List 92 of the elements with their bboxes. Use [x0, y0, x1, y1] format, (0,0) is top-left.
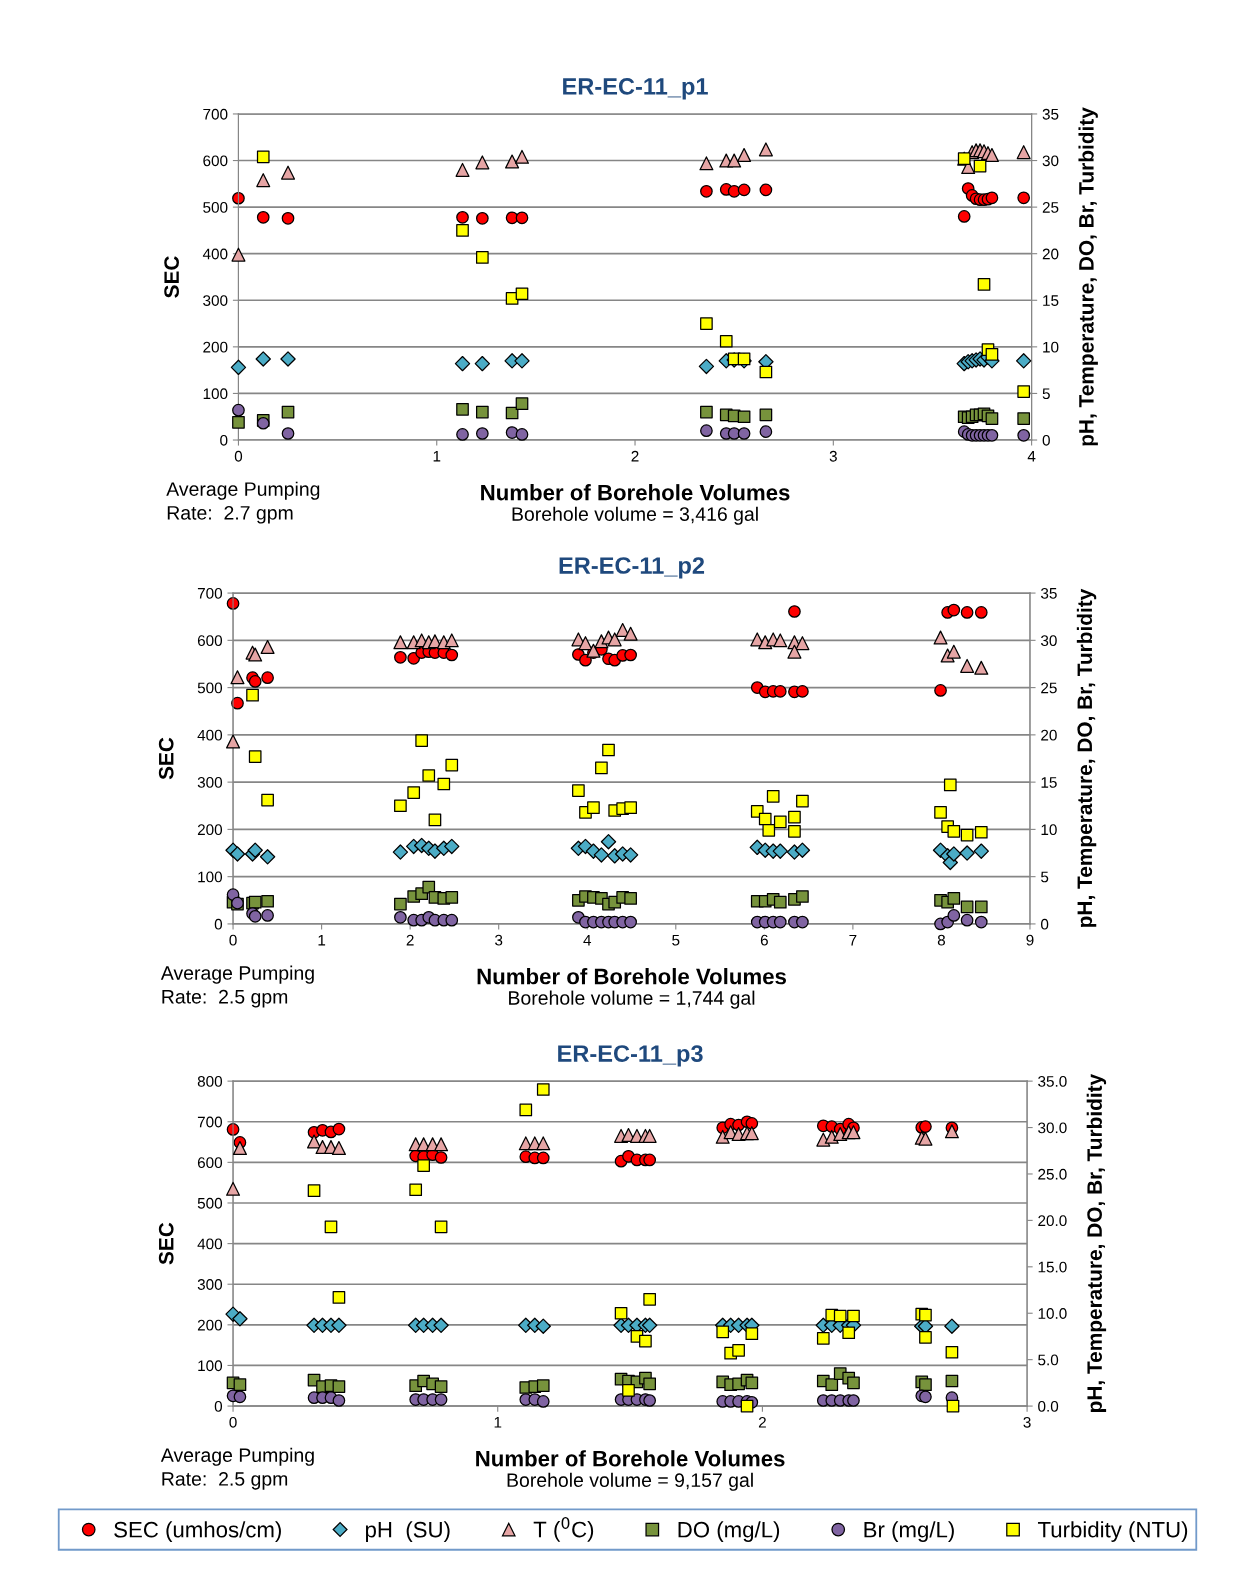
y-tick-label: 0	[214, 918, 223, 930]
x-tick-label: 3	[1023, 1416, 1031, 1428]
y-tick-label: 700	[197, 1116, 223, 1128]
y2-tick-label: 25.0	[1038, 1168, 1067, 1180]
y-tick-label: 100	[198, 871, 223, 883]
y2-tick-label: 5	[1042, 388, 1050, 400]
y2-tick-label: 35	[1040, 587, 1057, 599]
y-tick-label: 100	[203, 388, 228, 400]
chart-title: ER-EC-11_p3	[558, 1045, 703, 1067]
y2-tick-label: 10	[1043, 341, 1059, 353]
x-tick-label: 0	[229, 1416, 237, 1428]
text: Average Pumping Rate: 2.5 gpm	[160, 1447, 314, 1490]
x-tick-label: 3	[829, 450, 837, 462]
y-tick-label: 100	[198, 1360, 223, 1372]
x-tick-label: 2	[758, 1416, 766, 1428]
y2-tick-label: 30	[1042, 155, 1059, 167]
x-tick-label: 0	[234, 450, 243, 462]
x-axis-title: Number of Borehole Volumes	[477, 968, 786, 985]
x-tick-label: 3	[495, 934, 503, 946]
y2-tick-label: 15.0	[1038, 1261, 1067, 1273]
y-tick-label: 300	[197, 1279, 223, 1290]
y2-tick-label: 30	[1040, 635, 1057, 647]
x-tick-label: 2	[631, 450, 639, 462]
y2-tick-label: 20	[1041, 729, 1057, 741]
y-axis-title: SEC	[164, 256, 179, 298]
chart-title: ER-EC-11_p2	[559, 557, 705, 579]
y-tick-label: 800	[197, 1076, 223, 1087]
x-tick-label: 1	[433, 450, 441, 462]
y-tick-label: 200	[197, 824, 223, 836]
x-tick-label: 2	[406, 934, 414, 946]
legend-label: T ($^{0}$C)	[533, 1517, 594, 1542]
x-axis-title: Number of Borehole Volumes	[481, 484, 790, 501]
y-tick-label: 600	[197, 1157, 223, 1169]
x-axis-title: Number of Borehole Volumes	[476, 1450, 785, 1467]
x-tick-label: 1	[318, 934, 326, 946]
x-tick-label: 9	[1026, 934, 1034, 946]
x-tick-label: 4	[583, 934, 592, 946]
y-axis-title: SEC	[158, 737, 174, 780]
y-tick-label: 300	[203, 295, 228, 306]
y-tick-label: 0	[220, 434, 228, 446]
legend-label: Turbidity (NTU)	[1037, 1521, 1188, 1542]
y2-tick-label: 15	[1041, 777, 1057, 788]
y-axis-title: SEC	[158, 1222, 174, 1265]
text: Borehole volume = 1,744 gal	[509, 990, 755, 1009]
y-tick-label: 200	[203, 341, 228, 353]
x-tick-label: 8	[937, 934, 946, 946]
y-tick-label: 300	[197, 777, 223, 788]
y2-tick-label: 5	[1041, 871, 1049, 883]
y-tick-label: 400	[202, 248, 228, 260]
y-tick-label: 500	[197, 1197, 223, 1209]
y2-tick-label: 25	[1041, 682, 1057, 694]
text: Average Pumping Rate: 2.7 gpm	[166, 481, 320, 524]
x-tick-label: 4	[1027, 450, 1036, 462]
text: Average Pumping Rate: 2.5 gpm	[160, 965, 314, 1008]
y2-tick-label: 15	[1043, 295, 1059, 306]
y2-tick-label: 20.0	[1038, 1215, 1067, 1227]
y-tick-label: 400	[197, 729, 223, 741]
y2-axis-title: pH, Temperature, DO, Br, Turbidity	[1078, 107, 1098, 446]
legend-label: pH (SU)	[365, 1521, 450, 1542]
y-tick-label: 700	[197, 587, 223, 599]
y-tick-label: 700	[203, 108, 228, 120]
legend-label: SEC (umhos/cm)	[114, 1521, 281, 1542]
y2-tick-label: 10.0	[1038, 1308, 1067, 1319]
y2-tick-label: 0	[1040, 918, 1049, 930]
y-tick-label: 600	[203, 155, 228, 167]
y2-tick-label: 35	[1042, 108, 1059, 120]
y2-tick-label: 0.0	[1038, 1400, 1059, 1412]
y-tick-label: 500	[197, 682, 223, 694]
text: Borehole volume = 9,157 gal	[507, 1472, 753, 1491]
y-tick-label: 0	[214, 1400, 223, 1412]
y2-tick-label: 20	[1042, 248, 1059, 260]
y2-tick-label: 5.0	[1038, 1354, 1059, 1366]
y-tick-label: 400	[197, 1238, 223, 1250]
x-tick-label: 5	[672, 934, 680, 946]
y-tick-label: 500	[203, 201, 228, 213]
y2-axis-title: pH, Temperature, DO, Br, Turbidity	[1076, 588, 1097, 927]
x-tick-label: 7	[849, 934, 857, 946]
y2-tick-label: 35.0	[1038, 1076, 1067, 1087]
x-tick-label: 6	[760, 934, 768, 946]
y2-tick-label: 10	[1041, 824, 1057, 836]
legend-label: Br (mg/L)	[864, 1521, 954, 1542]
y2-tick-label: 30.0	[1038, 1122, 1067, 1134]
y2-axis-title: pH, Temperature, DO, Br, Turbidity	[1086, 1073, 1107, 1413]
text: Borehole volume = 3,416 gal	[512, 506, 758, 525]
y-tick-label: 600	[197, 635, 223, 647]
legend-label: DO (mg/L)	[678, 1521, 780, 1542]
y-tick-label: 200	[197, 1319, 223, 1331]
y2-tick-label: 0	[1042, 434, 1050, 446]
chart-title: ER-EC-11_p1	[563, 78, 708, 100]
x-tick-label: 0	[229, 934, 237, 946]
y2-tick-label: 25	[1042, 201, 1059, 213]
x-tick-label: 1	[494, 1417, 502, 1428]
